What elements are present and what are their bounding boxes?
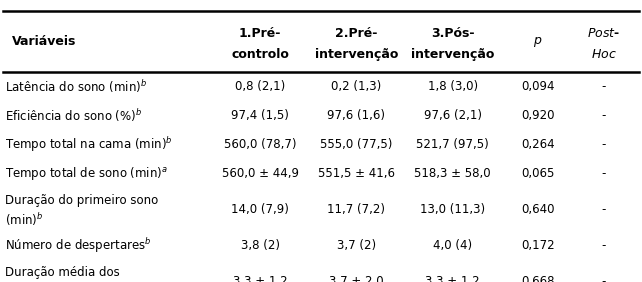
Text: 521,7 (97,5): 521,7 (97,5) <box>416 138 489 151</box>
Text: 0,640: 0,640 <box>521 203 555 216</box>
Text: Duração do primeiro sono: Duração do primeiro sono <box>5 194 159 207</box>
Text: 2.Pré-: 2.Pré- <box>335 27 377 40</box>
Text: 1.Pré-: 1.Pré- <box>239 27 281 40</box>
Text: 11,7 (7,2): 11,7 (7,2) <box>327 203 385 216</box>
Text: -: - <box>602 109 605 122</box>
Text: -: - <box>602 138 605 151</box>
Text: 1,8 (3,0): 1,8 (3,0) <box>428 80 478 93</box>
Text: 13,0 (11,3): 13,0 (11,3) <box>420 203 485 216</box>
Text: 555,0 (77,5): 555,0 (77,5) <box>320 138 392 151</box>
Text: 0,094: 0,094 <box>521 80 555 93</box>
Text: 97,6 (1,6): 97,6 (1,6) <box>327 109 385 122</box>
Text: Duração média dos: Duração média dos <box>5 266 120 279</box>
Text: 3,7 ± 2,0: 3,7 ± 2,0 <box>329 275 384 282</box>
Text: Variáveis: Variáveis <box>12 35 76 48</box>
Text: 4,0 (4): 4,0 (4) <box>433 239 472 252</box>
Text: 0,2 (1,3): 0,2 (1,3) <box>331 80 381 93</box>
Text: Tempo total de sono (min)$^{a}$: Tempo total de sono (min)$^{a}$ <box>5 165 168 182</box>
Text: 3,7 (2): 3,7 (2) <box>337 239 376 252</box>
Text: controlo: controlo <box>231 48 289 61</box>
Text: 3,3 ± 1,2: 3,3 ± 1,2 <box>232 275 288 282</box>
Text: intervenção: intervenção <box>315 48 398 61</box>
Text: 0,065: 0,065 <box>521 167 555 180</box>
Text: 0,172: 0,172 <box>521 239 555 252</box>
Text: 0,920: 0,920 <box>521 109 555 122</box>
Text: $p$: $p$ <box>534 35 542 49</box>
Text: 97,4 (1,5): 97,4 (1,5) <box>231 109 289 122</box>
Text: -: - <box>602 275 605 282</box>
Text: intervenção: intervenção <box>411 48 494 61</box>
Text: 0,264: 0,264 <box>521 138 555 151</box>
Text: $\mathit{Hoc}$: $\mathit{Hoc}$ <box>591 48 616 61</box>
Text: 14,0 (7,9): 14,0 (7,9) <box>231 203 289 216</box>
Text: -: - <box>602 239 605 252</box>
Text: 551,5 ± 41,6: 551,5 ± 41,6 <box>318 167 395 180</box>
Text: Tempo total na cama (min)$^{b}$: Tempo total na cama (min)$^{b}$ <box>5 135 173 154</box>
Text: 518,3 ± 58,0: 518,3 ± 58,0 <box>414 167 491 180</box>
Text: -: - <box>602 203 605 216</box>
Text: 0,8 (2,1): 0,8 (2,1) <box>235 80 285 93</box>
Text: -: - <box>602 80 605 93</box>
Text: 97,6 (2,1): 97,6 (2,1) <box>424 109 482 122</box>
Text: 560,0 (78,7): 560,0 (78,7) <box>224 138 296 151</box>
Text: 3,8 (2): 3,8 (2) <box>241 239 279 252</box>
Text: 3.Pós-: 3.Pós- <box>431 27 474 40</box>
Text: 0,668: 0,668 <box>521 275 555 282</box>
Text: $\mathit{Post}$-: $\mathit{Post}$- <box>587 27 620 40</box>
Text: Número de despertares$^{b}$: Número de despertares$^{b}$ <box>5 236 152 255</box>
Text: (min)$^{b}$: (min)$^{b}$ <box>5 211 44 228</box>
Text: 3,3 ± 1,2: 3,3 ± 1,2 <box>425 275 480 282</box>
Text: -: - <box>602 167 605 180</box>
Text: 560,0 ± 44,9: 560,0 ± 44,9 <box>221 167 299 180</box>
Text: Eficiência do sono (%)$^{b}$: Eficiência do sono (%)$^{b}$ <box>5 107 143 124</box>
Text: Latência do sono (min)$^{b}$: Latência do sono (min)$^{b}$ <box>5 78 147 95</box>
